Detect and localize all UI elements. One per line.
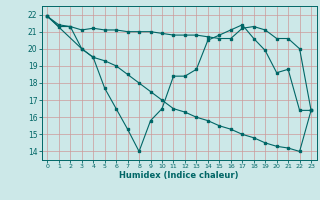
X-axis label: Humidex (Indice chaleur): Humidex (Indice chaleur) [119,171,239,180]
